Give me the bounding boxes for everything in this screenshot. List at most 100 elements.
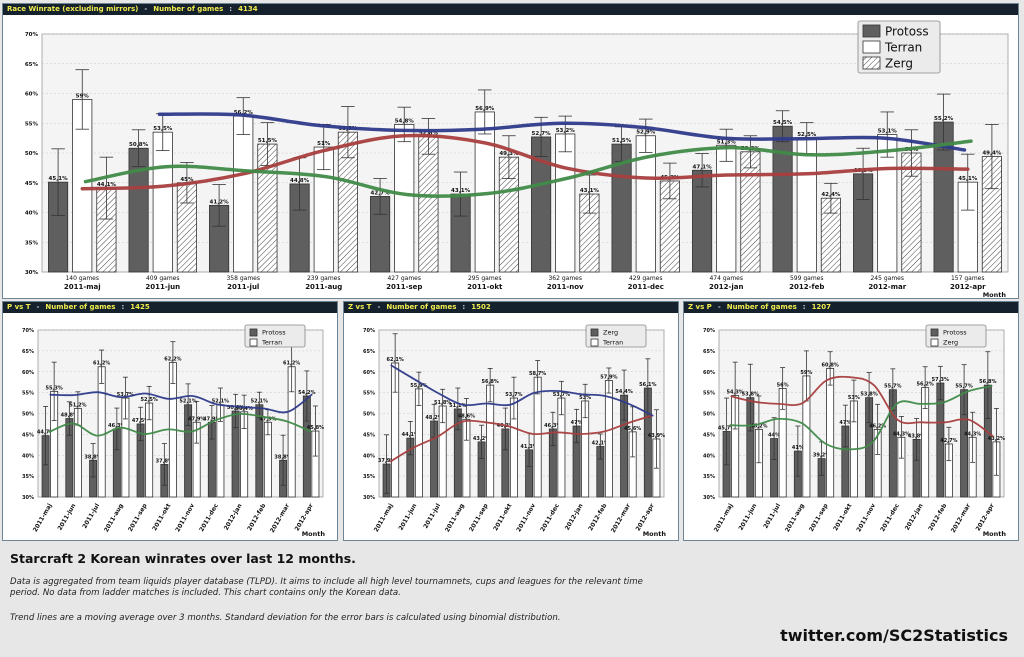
x-axis-label: Month <box>643 530 667 538</box>
data-label: 43,1% <box>580 188 600 194</box>
data-label: 51,5% <box>612 138 632 144</box>
games-count-label: 474 games <box>709 275 743 282</box>
data-label: 43,8% <box>908 433 925 439</box>
data-label: 51% <box>317 141 331 147</box>
data-label: 42,7% <box>371 190 391 196</box>
pvt-chart: 30% 35% 40% 45% 50% 55% 60% 65% 70% 44,7% 55,3% 201… <box>22 324 325 538</box>
data-label: 55,9% <box>410 383 427 389</box>
data-label: 52,7% <box>532 131 552 137</box>
data-label: 44% <box>768 433 780 439</box>
data-label: 47,1% <box>693 164 713 170</box>
data-label: 46,3% <box>544 423 561 429</box>
x-tick-label: 2011-aug <box>305 283 342 291</box>
legend-label-zerg: Zerg <box>885 57 913 71</box>
y-tick-label: 40% <box>25 211 39 217</box>
data-label: 62,2% <box>164 357 181 363</box>
x-tick-label: 2012-jan <box>709 283 744 291</box>
data-label: 46,2% <box>750 423 767 429</box>
data-label: 56,8% <box>481 379 498 385</box>
data-label: 38,8% <box>274 454 291 460</box>
zvp-chart: 30% 35% 40% 45% 50% 55% 60% 65% 70% 45,7% 54,3% 201… <box>703 324 1006 538</box>
data-label: 53,1% <box>878 129 898 135</box>
data-label: 50,6% <box>227 405 244 411</box>
footer-title: Starcraft 2 Korean winrates over last 12… <box>10 551 356 566</box>
games-count-label: 239 games <box>307 275 341 282</box>
zvp-games-count: 1207 <box>811 303 832 311</box>
zvt-chart: 30% 35% 40% 45% 50% 55% 60% 65% 70% 37,9% 62,1% 201… <box>363 324 667 538</box>
data-label: 51,1% <box>449 403 466 409</box>
data-label: 51,3% <box>717 139 737 145</box>
data-label: 49,3% <box>499 151 519 157</box>
pvt-games-label: Number of games <box>45 303 116 311</box>
x-tick-label: 2012-mar <box>868 283 906 291</box>
main-chart-panel: Race Winrate (excluding mirrors) - Number … <box>2 3 1019 299</box>
y-tick-label: 60% <box>703 370 715 376</box>
data-label: 53,7% <box>553 392 570 398</box>
games-count-label: 245 games <box>870 275 904 282</box>
data-label: 47% <box>839 420 851 426</box>
x-tick-label: 2011-okt <box>492 502 513 532</box>
zvt-games-count: 1502 <box>471 303 491 311</box>
y-tick-label: 60% <box>363 370 375 376</box>
data-label: 52,9% <box>636 130 656 136</box>
x-tick-label: 2011-dec <box>198 502 220 533</box>
x-tick-label: 2012-apr <box>635 502 656 532</box>
bar-terran <box>716 144 737 273</box>
data-label: 52,5% <box>797 132 817 138</box>
footer-description: Data is aggregated from team liquids pla… <box>10 577 643 598</box>
data-label: 44,7% <box>37 430 54 436</box>
x-tick-label: 2011-okt <box>151 502 172 532</box>
data-label: 54,8% <box>395 118 415 124</box>
data-label: 42,1% <box>592 440 609 446</box>
legend-swatch-zerg <box>930 338 939 347</box>
games-count-label: 295 games <box>468 275 502 282</box>
data-label: 53,8% <box>742 392 759 398</box>
data-label: 45,8% <box>307 425 324 431</box>
data-label: 43,9% <box>648 433 665 439</box>
trend-line-green <box>48 412 312 437</box>
trend-line-red <box>80 133 970 191</box>
y-tick-label: 35% <box>703 474 715 480</box>
bar-zerg <box>740 151 761 273</box>
x-tick-label: 2011-sep <box>468 502 490 533</box>
x-tick-label: 2011-sep <box>808 502 830 533</box>
data-label: 48,2% <box>425 415 442 421</box>
y-tick-label: 45% <box>25 181 39 187</box>
y-tick-label: 70% <box>703 328 715 334</box>
y-tick-label: 70% <box>25 32 39 38</box>
data-label: 55,2% <box>934 116 954 122</box>
data-label: 43,2% <box>988 436 1005 442</box>
x-axis-label: Month <box>983 291 1007 298</box>
data-label: 53,8% <box>860 392 877 398</box>
y-tick-label: 35% <box>22 474 34 480</box>
data-label: 45% <box>180 177 194 183</box>
x-tick-label: 2011-dec <box>628 283 664 291</box>
data-label: 54,2% <box>298 390 315 396</box>
x-tick-label: 2011-maj <box>32 503 54 534</box>
y-tick-label: 60% <box>22 370 34 376</box>
data-label: 59% <box>76 93 90 99</box>
x-tick-label: 2012-feb <box>587 502 608 532</box>
pvt-chart-title: P vs T <box>7 303 31 311</box>
data-label: 47,9% <box>188 416 205 422</box>
data-label: 48,8% <box>61 413 78 419</box>
bar-zerg <box>418 135 439 273</box>
y-tick-label: 50% <box>363 412 375 418</box>
y-tick-label: 55% <box>22 391 34 397</box>
legend-box <box>244 324 306 348</box>
data-label: 45,1% <box>958 176 978 182</box>
legend-label-zerg: Zerg <box>943 339 958 347</box>
data-label: 62,1% <box>386 357 403 363</box>
data-label: 47,9% <box>259 416 276 422</box>
data-label: 53,7% <box>505 392 522 398</box>
legend-label-terran: Terran <box>884 41 922 55</box>
data-label: 53% <box>848 395 860 401</box>
data-label: 52,1% <box>251 399 268 405</box>
pvt-chart-header: P vs T - Number of games:1425 <box>3 302 337 313</box>
data-label: 51,5% <box>258 138 278 144</box>
x-tick-label: 2011-jun <box>397 503 418 532</box>
y-tick-label: 55% <box>363 391 375 397</box>
data-label: 58,7% <box>529 371 546 377</box>
y-tick-label: 30% <box>363 495 375 501</box>
data-label: 47,9% <box>203 416 220 422</box>
